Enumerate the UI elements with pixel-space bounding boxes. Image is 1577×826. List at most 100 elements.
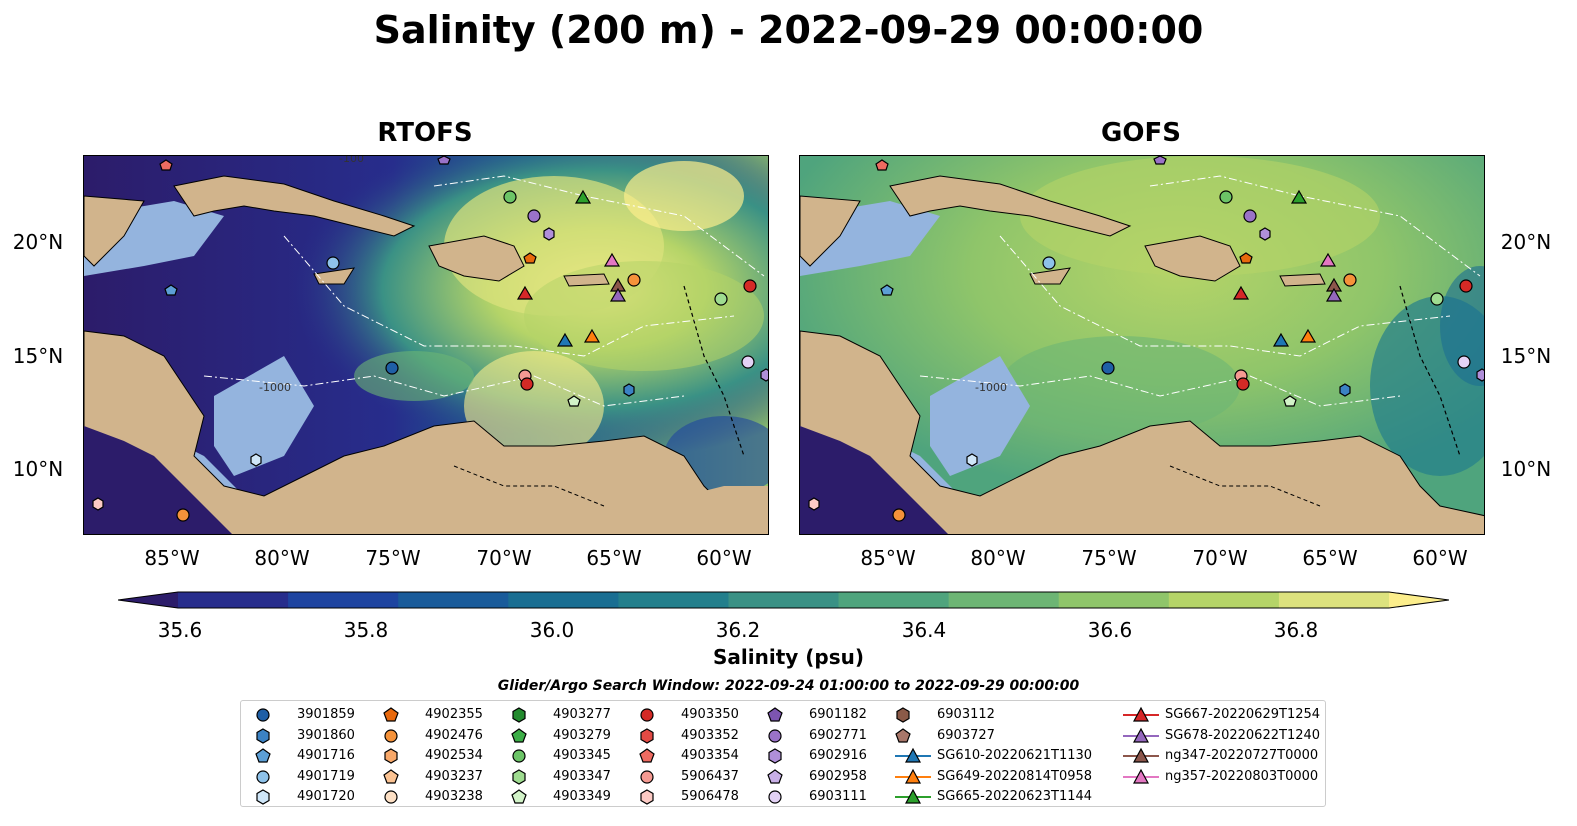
search-window-label: Glider/Argo Search Window: 2022-09-24 01… [497, 678, 1080, 694]
colorbar-segment [178, 592, 289, 608]
legend-marker-icon [768, 790, 782, 804]
colorbar-segment [288, 592, 399, 608]
legend-item-label: SG610-20220621T1130 [937, 748, 1093, 763]
legend-item: 4903352 [637, 726, 762, 746]
colorbar-extend-low [118, 592, 178, 608]
legend-marker-icon [512, 707, 526, 723]
legend-item: 6903112 [893, 705, 1018, 725]
legend-item-label: 4902534 [425, 748, 483, 763]
legend-item: 4903354 [637, 746, 762, 766]
legend-item-label: 4901720 [297, 789, 355, 804]
legend-marker-icon [768, 728, 782, 743]
legend-item: SG649-20220814T0958 [893, 767, 1092, 787]
legend-marker-icon [1123, 747, 1159, 763]
lon-tick-label: 80°W [254, 546, 310, 570]
colorbar-tick-label: 36.8 [1273, 618, 1319, 642]
legend-item: 5906437 [637, 767, 762, 787]
legend-item-label: 4903354 [681, 748, 739, 763]
lon-tick-label: 65°W [1302, 546, 1358, 570]
legend-marker-icon [640, 769, 654, 784]
legend-marker-icon [895, 747, 931, 763]
lat-tick-label: 20°N [12, 230, 64, 254]
colorbar-segment [1058, 592, 1170, 608]
colorbar-segment [948, 592, 1060, 608]
colorbar-tick-label: 36.2 [715, 618, 761, 642]
legend-item: 4903237 [381, 767, 506, 787]
legend-marker-icon [1123, 727, 1159, 743]
lon-tick-label: 60°W [1412, 546, 1468, 570]
legend-item-label: 4902476 [425, 727, 483, 743]
gofs-salinity-field: -1000 [800, 156, 1484, 534]
lon-tick-label: 75°W [365, 546, 421, 570]
legend-item-label: ng357-20220803T0000 [1165, 768, 1319, 784]
legend-item: SG678-20220622T1240 [1121, 726, 1321, 746]
legend-marker-icon [896, 707, 910, 723]
legend-marker-icon [640, 789, 654, 805]
lat-tick-label: 10°N [12, 457, 64, 481]
colorbar-outline [118, 591, 1449, 609]
legend-marker-icon [640, 708, 654, 722]
colorbar-tick-label: 36.0 [529, 618, 575, 642]
legend-item: 4903279 [509, 726, 634, 746]
colorbar-tick-label: 35.8 [343, 618, 389, 642]
legend-item: 4901720 [253, 787, 378, 807]
legend-marker-icon [384, 728, 398, 743]
lon-tick-label: 85°W [144, 546, 200, 570]
legend-item-label: SG667-20220629T1254 [1165, 707, 1321, 722]
legend-marker-icon [383, 768, 399, 784]
legend-item-label: SG649-20220814T0958 [937, 768, 1093, 784]
colorbar-segment [618, 592, 729, 608]
lat-tick-label: 15°N [1500, 344, 1552, 368]
figure-title: Salinity (200 m) - 2022-09-29 00:00:00 [373, 8, 1204, 52]
legend-marker-icon [1123, 706, 1159, 722]
legend-item-label: 4903238 [425, 789, 483, 804]
legend-marker-icon [1123, 768, 1159, 784]
legend-marker-icon [512, 768, 526, 785]
legend-marker-icon [768, 748, 782, 764]
legend-marker-icon [512, 749, 526, 763]
lon-tick-label: 65°W [586, 546, 642, 570]
colorbar [118, 591, 1449, 609]
lon-tick-label: 60°W [696, 546, 752, 570]
legend-item: 4903350 [637, 705, 762, 725]
legend-marker-icon [895, 788, 931, 804]
panel-title-gofs: GOFS [1101, 118, 1181, 148]
legend-item: 4903347 [509, 767, 634, 787]
legend-marker-icon [256, 789, 270, 805]
legend-marker-icon [383, 707, 399, 722]
legend-item: SG667-20220629T1254 [1121, 705, 1321, 725]
legend-item-label: 6903727 [937, 727, 995, 743]
legend-item: SG610-20220621T1130 [893, 746, 1092, 766]
legend-item: 4903345 [509, 746, 634, 766]
legend-item: 4902534 [381, 746, 506, 766]
lon-tick-label: 85°W [860, 546, 916, 570]
legend-item-label: SG678-20220622T1240 [1165, 727, 1321, 743]
legend-marker-icon [256, 769, 270, 784]
legend-marker-icon [384, 748, 398, 764]
lon-tick-label: 75°W [1081, 546, 1137, 570]
legend-item: 6902771 [765, 726, 890, 746]
legend-item: 6902958 [765, 767, 890, 787]
legend-item-label: 4903349 [553, 789, 611, 804]
legend-marker-icon [256, 708, 270, 722]
panel-title-rtofs: RTOFS [377, 118, 473, 148]
legend-item: 3901859 [253, 705, 378, 725]
legend-item: 4903349 [509, 787, 634, 807]
legend-marker-icon [639, 748, 655, 763]
legend-item-label: 6902958 [809, 768, 867, 784]
legend-item: 5906478 [637, 787, 762, 807]
legend-item-label: SG665-20220623T1144 [937, 789, 1093, 804]
legend-marker-icon [255, 748, 271, 763]
lon-tick-label: 80°W [970, 546, 1026, 570]
legend-item-label: 4903352 [681, 727, 739, 743]
legend-item-label: 3901859 [297, 707, 355, 722]
legend-item: 6902916 [765, 746, 890, 766]
lon-tick-label: 70°W [476, 546, 532, 570]
colorbar-tick-label: 35.6 [157, 618, 203, 642]
legend-item: 3901860 [253, 726, 378, 746]
legend-marker-icon [256, 727, 270, 744]
colorbar-tick-label: 36.6 [1087, 618, 1133, 642]
legend-item: ng347-20220727T0000 [1121, 746, 1321, 766]
legend-item-label: 6901182 [809, 707, 867, 722]
legend-item-label: 6903111 [809, 789, 867, 804]
